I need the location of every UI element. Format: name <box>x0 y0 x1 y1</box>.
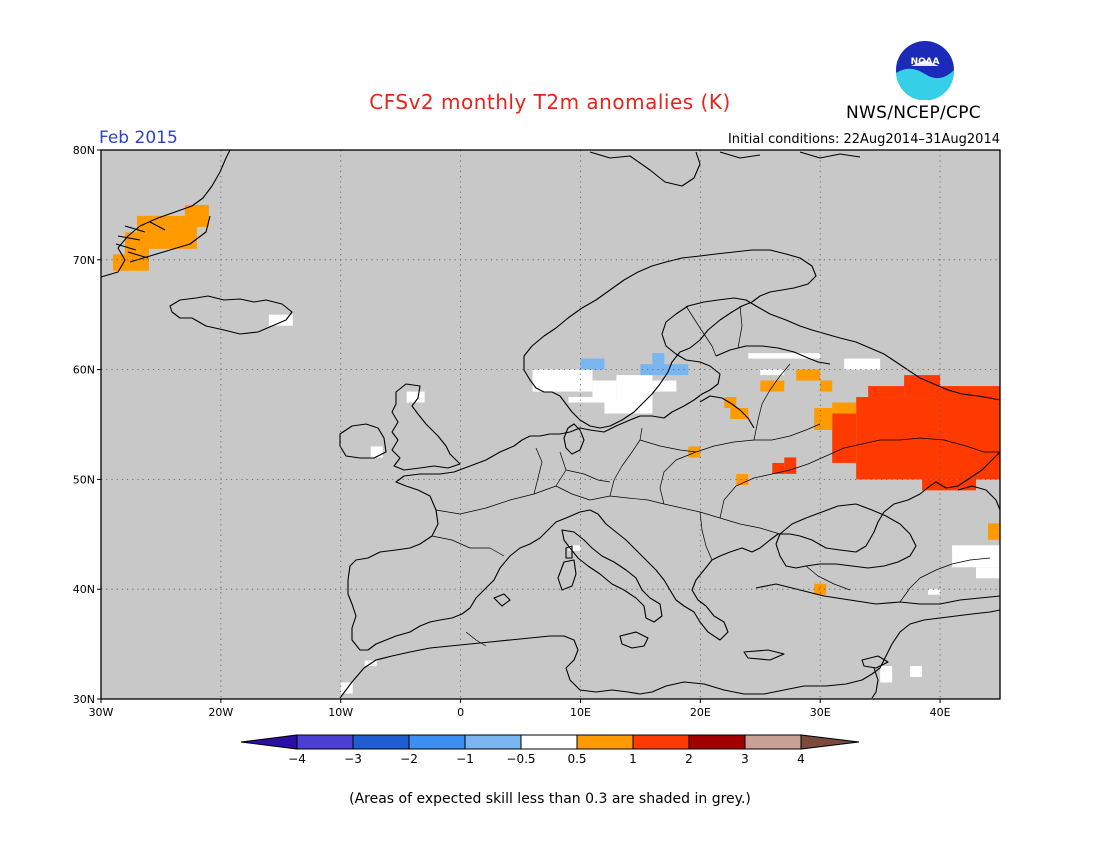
anomaly-cell <box>760 369 785 376</box>
lon-tick-label: 40E <box>930 706 951 719</box>
lat-tick-label: 50N <box>73 473 95 486</box>
noaa-logo-text: NOAA <box>911 57 940 67</box>
colorbar-swatch <box>464 734 522 750</box>
colorbar-swatch <box>352 734 410 750</box>
anomaly-cell <box>616 375 653 403</box>
anomaly-cell <box>730 408 749 420</box>
anomaly-cell <box>814 408 833 430</box>
anomaly-cell <box>868 386 905 398</box>
colorbar-tick-label: 2 <box>685 752 693 766</box>
colorbar-swatch <box>744 734 802 750</box>
anomaly-cell <box>844 358 881 370</box>
country-borders <box>431 305 1000 647</box>
anomaly-cell <box>736 473 749 485</box>
map-title: CFSv2 monthly T2m anomalies (K) <box>369 90 731 114</box>
anomaly-cell <box>772 462 785 474</box>
lon-tick-label: 20W <box>208 706 233 719</box>
anomaly-cell <box>340 682 353 694</box>
anomaly-cell <box>880 666 893 683</box>
anomaly-cell <box>652 380 677 392</box>
anomaly-region-scandinavia-light-blue <box>580 353 689 376</box>
anomaly-cell <box>652 353 665 365</box>
colorbar-swatch-max-arrow <box>800 734 860 750</box>
lat-tick-label: 40N <box>73 583 95 596</box>
map-gridlines <box>101 150 1000 699</box>
lat-tick-label: 60N <box>73 364 95 377</box>
axis-labels: 30W 20W 10W 0 10E 20E 30E 40E 30N 40N 50N 60N 70N 80N <box>73 144 951 719</box>
colorbar-tick-label: 0.5 <box>567 752 586 766</box>
anomaly-cell <box>580 358 605 370</box>
anomaly-cell <box>976 567 1000 579</box>
colorbar-tick-label: 3 <box>741 752 749 766</box>
anomaly-cell <box>112 254 149 271</box>
colorbar-tick-label: −2 <box>400 752 418 766</box>
anomaly-cell <box>640 364 689 376</box>
anomaly-cell <box>592 380 617 403</box>
anomaly-cell <box>370 446 383 458</box>
anomaly-cell <box>928 589 941 595</box>
anomaly-cell <box>784 457 797 474</box>
colorbar-tick-label: −3 <box>344 752 362 766</box>
colorbar-swatch <box>408 734 466 750</box>
anomaly-cell <box>922 479 977 491</box>
colorbar-swatch-min-arrow <box>240 734 298 750</box>
anomaly-cell <box>910 666 923 678</box>
initial-conditions-label: Initial conditions: 22Aug2014–31Aug2014 <box>727 132 1000 147</box>
anomaly-region-scandinavia-white <box>268 314 1000 694</box>
lon-tick-label: 20E <box>690 706 711 719</box>
lon-tick-label: 30E <box>810 706 831 719</box>
anomaly-region-greenland-orange <box>112 204 209 271</box>
lat-tick-label: 80N <box>73 144 95 157</box>
anomaly-cell <box>814 583 827 595</box>
anomaly-cell <box>952 545 1000 568</box>
anomaly-cell <box>760 380 785 392</box>
colorbar-swatch <box>632 734 690 750</box>
colorbar-swatch <box>688 734 746 750</box>
anomaly-cell <box>268 314 293 326</box>
anomaly-cell <box>568 545 581 551</box>
anomaly-cell <box>184 204 209 227</box>
lon-tick-label: 0 <box>457 706 464 719</box>
colorbar-swatch <box>576 734 634 750</box>
colorbar: −4 −3 −2 −1 −0.5 0.5 1 2 3 4 <box>240 734 860 766</box>
anomaly-cell <box>820 380 833 392</box>
lon-tick-label: 10E <box>570 706 591 719</box>
anomaly-cell <box>796 369 821 381</box>
agency-label: NWS/NCEP/CPC <box>846 103 981 123</box>
colorbar-tick-label: 1 <box>629 752 637 766</box>
anomaly-cell <box>904 375 941 398</box>
colorbar-tick-label: 4 <box>797 752 805 766</box>
anomaly-cell <box>988 523 1000 540</box>
anomaly-region-western-russia-warm <box>772 375 1000 491</box>
lon-tick-label: 10W <box>328 706 353 719</box>
anomaly-cell <box>532 369 593 392</box>
noaa-logo-icon: NOAA <box>896 41 955 100</box>
lon-tick-label: 30W <box>89 706 114 719</box>
colorbar-swatch <box>296 734 354 750</box>
coastlines <box>100 149 1001 699</box>
anomaly-cell <box>748 353 821 359</box>
anomaly-cell <box>604 402 653 414</box>
anomaly-cell <box>832 402 857 414</box>
lat-tick-label: 70N <box>73 254 95 267</box>
colorbar-swatch <box>520 734 578 750</box>
colorbar-tick-label: −0.5 <box>506 752 535 766</box>
skill-footnote: (Areas of expected skill less than 0.3 a… <box>349 791 751 807</box>
colorbar-tick-label: −1 <box>456 752 474 766</box>
anomaly-cell <box>832 413 857 463</box>
anomaly-cell <box>406 391 425 403</box>
map-frame <box>100 149 1001 700</box>
anomaly-layer <box>112 204 1000 694</box>
colorbar-tick-label: −4 <box>288 752 306 766</box>
forecast-period: Feb 2015 <box>99 128 178 148</box>
lat-tick-label: 30N <box>73 693 95 706</box>
